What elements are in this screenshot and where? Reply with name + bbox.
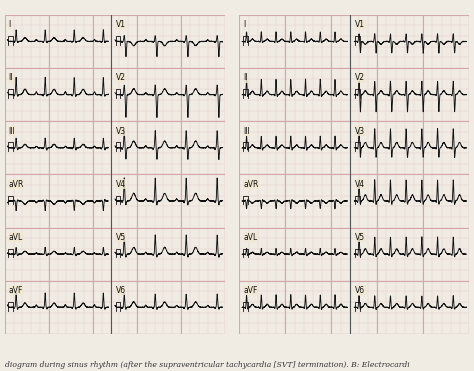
Text: aVR: aVR bbox=[243, 180, 258, 189]
Text: V6: V6 bbox=[355, 286, 365, 295]
Text: aVL: aVL bbox=[243, 233, 257, 242]
Text: III: III bbox=[243, 127, 250, 135]
Text: aVR: aVR bbox=[8, 180, 24, 189]
Text: V2: V2 bbox=[116, 73, 126, 82]
Text: V5: V5 bbox=[116, 233, 126, 242]
Text: II: II bbox=[8, 73, 13, 82]
Text: I: I bbox=[8, 20, 10, 29]
Text: V4: V4 bbox=[355, 180, 365, 189]
Text: aVF: aVF bbox=[8, 286, 23, 295]
Text: V3: V3 bbox=[355, 127, 365, 135]
Text: V1: V1 bbox=[116, 20, 126, 29]
Text: aVL: aVL bbox=[8, 233, 23, 242]
Text: V3: V3 bbox=[116, 127, 126, 135]
Text: aVF: aVF bbox=[243, 286, 257, 295]
Text: diogram during sinus rhythm (after the supraventricular tachycardia [SVT] termin: diogram during sinus rhythm (after the s… bbox=[5, 361, 410, 369]
Text: III: III bbox=[8, 127, 15, 135]
Text: V1: V1 bbox=[355, 20, 365, 29]
Text: V4: V4 bbox=[116, 180, 126, 189]
Text: I: I bbox=[243, 20, 246, 29]
Text: V5: V5 bbox=[355, 233, 365, 242]
Text: II: II bbox=[243, 73, 247, 82]
Text: V2: V2 bbox=[355, 73, 365, 82]
Text: V6: V6 bbox=[116, 286, 126, 295]
